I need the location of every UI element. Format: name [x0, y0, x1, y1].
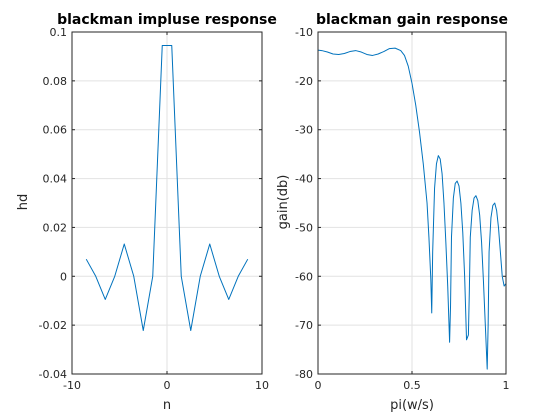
impulse-response-xtick-label: -10: [63, 379, 81, 392]
impulse-response-ytick-label: 0.1: [50, 26, 68, 39]
gain-response-xtick-label: 0: [315, 379, 322, 392]
gain-response-ytick-label: -40: [295, 173, 313, 186]
impulse-response-ytick-label: 0.02: [43, 221, 68, 234]
gain-response-ticks: -80 -70 -60 -50 -40 -30 -20 -10 0 0.5 1: [295, 26, 509, 392]
gain-response-ytick-label: -50: [295, 221, 313, 234]
impulse-response-xtick-label: 10: [255, 379, 269, 392]
impulse-response-ytick-label: 0.06: [43, 124, 68, 137]
gain-response-xlabel: pi(w/s): [390, 398, 434, 413]
gain-response-line: [317, 47, 507, 370]
impulse-response-ytick-label: 0.04: [43, 173, 68, 186]
impulse-response-ylabel: hd: [16, 194, 31, 211]
gain-response-ytick-label: -10: [295, 26, 313, 39]
gain-response-ytick-label: -70: [295, 319, 313, 332]
impulse-response-title: blackman impluse response: [57, 12, 277, 28]
impulse-response-ytick-label: 0: [60, 270, 67, 283]
gain-response-ytick-label: -20: [295, 75, 313, 88]
gain-response-ytick-label: -30: [295, 124, 313, 137]
impulse-response-axes: blackman impluse response n hd -0.04-0.0…: [16, 12, 277, 413]
gain-response-axes: blackman gain response pi(w/s) gain(db) …: [276, 12, 510, 413]
gain-response-xtick-label: 0.5: [403, 379, 421, 392]
impulse-response-line: [85, 44, 249, 332]
impulse-response-ytick-label: 0.08: [43, 75, 68, 88]
gain-response-xtick-label: 1: [503, 379, 510, 392]
gain-response-title: blackman gain response: [316, 12, 508, 28]
impulse-response-ytick-label: -0.02: [39, 319, 67, 332]
impulse-response-xlabel: n: [163, 398, 171, 413]
gain-response-series: [317, 47, 507, 370]
impulse-response-frame: [71, 31, 263, 375]
impulse-response-ticks: -0.04 -0.02 0 0.02 0.04 0.06 0.08 0.1 -10 0 10: [39, 26, 269, 392]
gain-response-ytick-label: -80: [295, 368, 313, 381]
gain-response-ylabel: gain(db): [276, 175, 291, 230]
gain-response-frame: [317, 31, 507, 375]
impulse-response-series: [85, 44, 249, 332]
gain-response-ytick-label: -60: [295, 270, 313, 283]
impulse-response-xtick-label: 0: [164, 379, 171, 392]
impulse-response-ytick-label: -0.04: [39, 368, 67, 381]
